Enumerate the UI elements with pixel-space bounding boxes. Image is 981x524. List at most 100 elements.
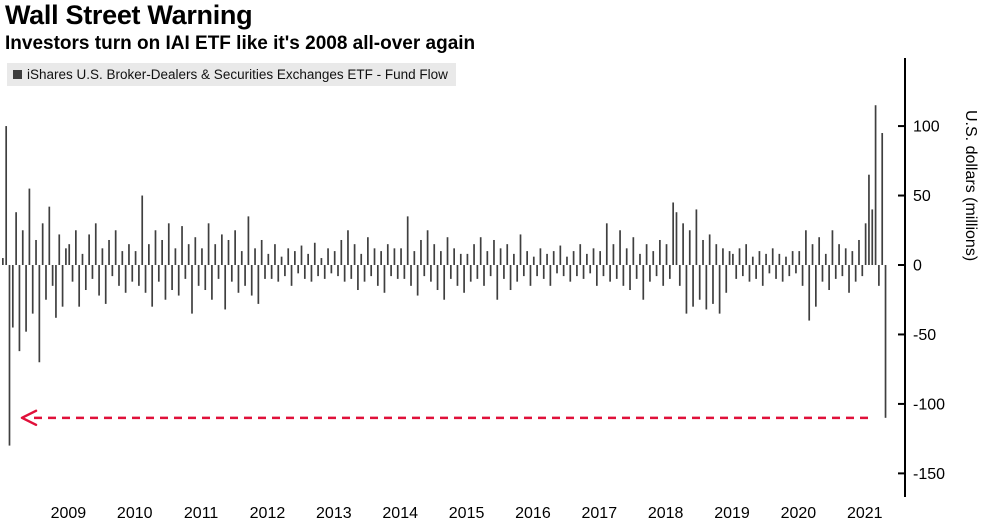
fund-flow-bar	[390, 265, 392, 277]
fund-flow-bar	[141, 195, 144, 265]
fund-flow-bar	[111, 265, 114, 277]
fund-flow-bar	[91, 265, 94, 279]
fund-flow-bar	[138, 265, 140, 286]
fund-flow-bar	[413, 251, 416, 265]
fund-flow-bar	[264, 265, 266, 279]
fund-flow-bar	[854, 265, 857, 282]
fund-flow-bar	[151, 265, 154, 307]
fund-flow-bar	[781, 265, 784, 282]
fund-flow-bar	[771, 248, 774, 265]
fund-flow-bar	[775, 265, 777, 279]
fund-flow-bar	[177, 265, 180, 296]
fund-flow-bar	[668, 265, 671, 279]
x-axis-year-label: 2009	[51, 505, 87, 522]
fund-flow-bar	[722, 248, 724, 265]
fund-flow-bar	[649, 265, 651, 282]
fund-flow-bar	[811, 244, 814, 265]
fund-flow-bar	[234, 230, 236, 265]
fund-flow-bar	[499, 248, 502, 265]
fund-flow-bar	[795, 265, 797, 274]
fund-flow-bar	[622, 265, 625, 286]
fund-flow-bar	[154, 230, 157, 265]
fund-flow-bar	[134, 251, 137, 265]
fund-flow-bar	[114, 230, 117, 265]
fund-flow-bar	[284, 265, 286, 277]
fund-flow-bar	[522, 265, 525, 277]
fund-flow-bar	[443, 265, 446, 300]
legend-swatch-icon	[13, 70, 22, 79]
fund-flow-bar	[400, 248, 402, 265]
fund-flow-bar	[303, 265, 306, 279]
fund-flow-bar	[5, 126, 8, 265]
fund-flow-bar	[294, 251, 296, 265]
fund-flow-bar	[808, 265, 811, 321]
fund-flow-bar	[423, 265, 426, 277]
fund-flow-bar	[25, 265, 27, 332]
fund-flow-bar	[167, 223, 170, 265]
fund-flow-bar	[778, 253, 781, 265]
fund-flow-bar	[244, 265, 246, 286]
y-axis-tick-label: -100	[913, 396, 945, 413]
fund-flow-bar	[728, 251, 731, 265]
fund-flow-bar	[161, 239, 163, 265]
fund-flow-bar	[662, 265, 665, 286]
legend: iShares U.S. Broker-Dealers & Securities…	[7, 63, 456, 86]
fund-flow-bar	[675, 212, 678, 265]
y-axis-tick-label: -50	[913, 327, 936, 344]
fund-flow-bar	[682, 223, 684, 265]
fund-flow-bar	[469, 265, 472, 282]
fund-flow-bar	[287, 248, 290, 265]
fund-flow-bar	[685, 265, 688, 314]
x-axis-year-label: 2020	[781, 505, 817, 522]
fund-flow-bar	[569, 265, 572, 282]
fund-flow-bar	[556, 265, 558, 274]
y-axis-unit-label: U.S. dollars (millions)	[962, 110, 979, 262]
fund-flow-bar	[58, 234, 61, 265]
fund-flow-bar	[599, 251, 601, 265]
fund-flow-bar	[224, 265, 227, 310]
fund-flow-bar	[8, 265, 11, 446]
fund-flow-bar	[94, 223, 97, 265]
fund-flow-bar	[353, 244, 356, 265]
fund-flow-bar	[612, 244, 615, 265]
fund-flow-bar	[562, 265, 565, 277]
fund-flow-bar	[383, 265, 386, 293]
fund-flow-bar	[755, 265, 757, 279]
fund-flow-bar	[446, 237, 449, 265]
fund-flow-bar	[529, 265, 532, 286]
fund-flow-bar	[831, 230, 834, 265]
fund-flow-bar	[542, 265, 545, 279]
fund-flow-bar	[479, 237, 482, 265]
fund-flow-bar	[194, 237, 197, 265]
fund-flow-bar	[576, 265, 578, 277]
fund-flow-bar	[486, 251, 489, 265]
x-axis-year-label: 2010	[117, 505, 153, 522]
fund-flow-bar	[735, 265, 738, 279]
fund-flow-bar	[45, 265, 47, 300]
fund-flow-bar	[436, 265, 439, 291]
fund-flow-bar	[280, 256, 283, 265]
chart-title: Wall Street Warning	[5, 0, 253, 30]
fund-flow-bar	[702, 239, 704, 265]
fund-flow-bar	[440, 251, 442, 265]
fund-flow-bar	[98, 265, 100, 296]
fund-flow-bar	[645, 244, 648, 265]
fund-flow-bar	[174, 248, 177, 265]
fund-flow-bar	[28, 188, 31, 265]
fund-flow-bar	[181, 226, 183, 265]
fund-flow-bar	[509, 265, 512, 291]
fund-flow-bar	[376, 265, 379, 286]
fund-flow-bar	[247, 216, 250, 265]
fund-flow-bar	[426, 230, 429, 265]
fund-flow-bar	[267, 253, 270, 265]
fund-flow-bar	[350, 265, 353, 279]
fund-flow-bar	[655, 265, 658, 277]
fund-flow-bar	[785, 256, 787, 265]
x-axis-year-label: 2017	[582, 505, 618, 522]
fund-flow-bar	[705, 265, 708, 310]
fund-flow-bar	[433, 244, 436, 265]
fund-flow-bar	[204, 265, 207, 291]
fund-flow-bar	[38, 265, 41, 363]
fund-flow-bar	[65, 248, 67, 265]
